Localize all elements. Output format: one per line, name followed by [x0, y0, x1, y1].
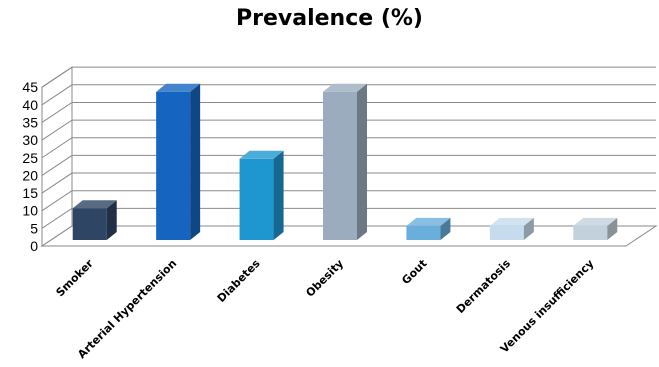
chart-side-wall	[41, 66, 73, 247]
bar-top	[489, 217, 534, 226]
y-tick-label: 5	[30, 220, 38, 236]
category-label: Obesity	[303, 257, 346, 300]
gridline	[41, 101, 656, 123]
gridline	[41, 84, 656, 106]
bar-front	[406, 225, 441, 240]
bar-top	[239, 150, 284, 159]
bar	[573, 217, 618, 240]
gridline	[41, 225, 656, 247]
bar-top	[573, 217, 618, 226]
bar-side	[607, 217, 618, 240]
bar-side	[190, 83, 201, 241]
category-label: Venous insufficiency	[498, 257, 597, 356]
bar-front	[573, 225, 608, 240]
y-tick-label: 10	[22, 203, 38, 219]
y-tick-label: 25	[22, 150, 38, 166]
bar-front	[489, 225, 524, 240]
bar-top	[72, 200, 117, 209]
y-tick-label: 30	[22, 132, 38, 148]
gridline	[41, 190, 656, 212]
y-tick-label: 45	[22, 79, 38, 95]
bars	[72, 83, 618, 241]
bar-front	[72, 208, 107, 240]
gridline	[41, 207, 656, 229]
gridline	[41, 119, 656, 141]
chart-title: Prevalence (%)	[236, 6, 423, 31]
category-label: Arterial Hypertension	[75, 257, 179, 361]
category-label: Diabetes	[215, 257, 263, 305]
y-tick-label: 35	[22, 114, 38, 130]
bar	[406, 217, 451, 240]
bar	[72, 200, 117, 240]
bar-front	[239, 158, 274, 240]
bar-front	[323, 91, 357, 241]
bar	[323, 83, 367, 241]
y-tick-label: 40	[22, 97, 38, 113]
bar	[156, 83, 201, 241]
category-label: Gout	[399, 257, 429, 287]
bar-top	[323, 83, 367, 92]
bar-side	[273, 150, 284, 240]
bar-top	[156, 83, 201, 92]
bar-top	[406, 217, 451, 226]
bar-side	[523, 217, 534, 240]
category-label: Smoker	[54, 257, 97, 300]
bar-side	[357, 83, 367, 241]
gridline	[41, 66, 656, 88]
bar-front	[156, 91, 191, 241]
bar	[239, 150, 284, 240]
y-tick-label: 15	[22, 185, 38, 201]
y-tick-label: 20	[22, 167, 38, 183]
gridline	[41, 172, 656, 194]
gridline	[41, 137, 656, 159]
bar	[489, 217, 534, 240]
y-tick-label: 0	[30, 238, 38, 254]
category-label: Dermatosis	[454, 257, 513, 316]
bar-side	[440, 217, 451, 240]
gridline	[41, 154, 656, 176]
bar-side	[106, 200, 117, 240]
